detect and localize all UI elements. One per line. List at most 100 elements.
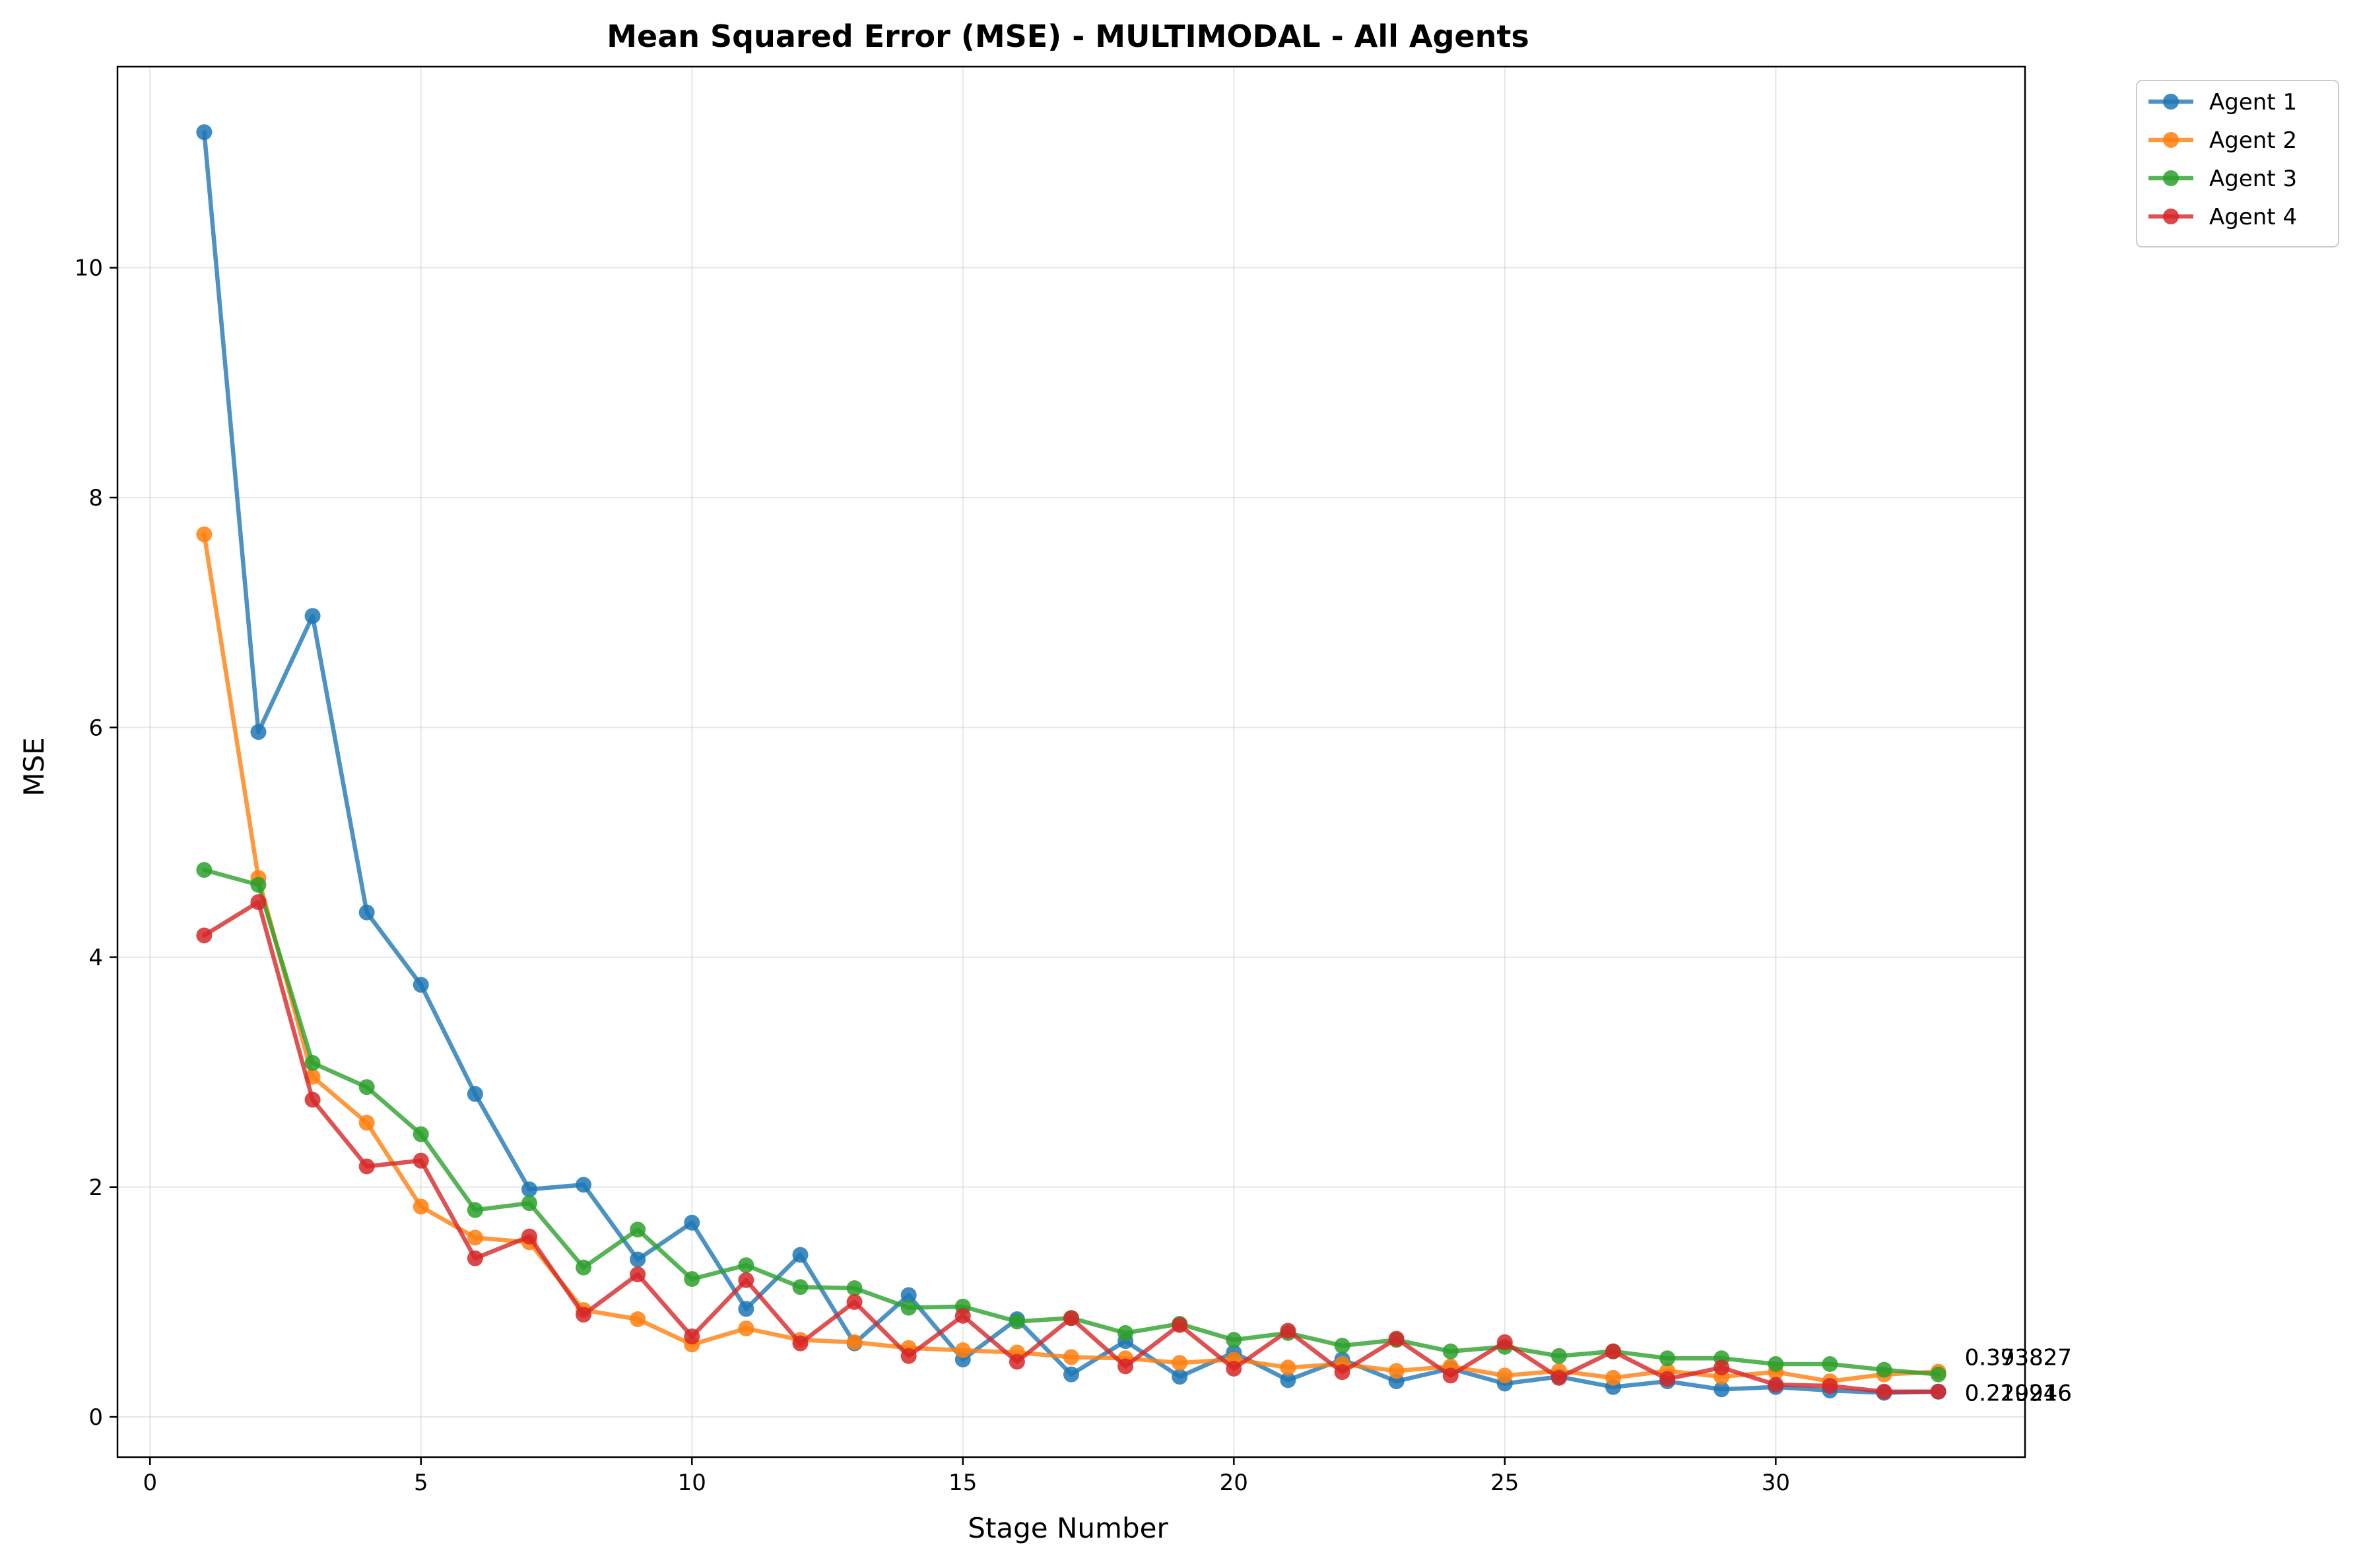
series-layer [196, 124, 1946, 1401]
y-tick-label: 10 [75, 255, 103, 282]
data-point [467, 1202, 483, 1218]
data-point [1117, 1358, 1134, 1375]
axes: 0 5 10 15 20 25 30 0 2 4 6 8 10 [75, 65, 2026, 1496]
y-tick-label: 8 [88, 485, 103, 511]
data-point [684, 1214, 700, 1231]
legend-label: Agent 4 [2209, 204, 2297, 230]
data-point [1713, 1359, 1730, 1376]
data-point [413, 977, 429, 993]
data-point [196, 927, 213, 944]
x-tick-label: 15 [948, 1470, 977, 1496]
legend-label: Agent 1 [2209, 89, 2297, 115]
data-point [1822, 1378, 1838, 1394]
chart-title: Mean Squared Error (MSE) - MULTIMODAL - … [607, 18, 1529, 54]
y-tick-label: 0 [88, 1404, 103, 1431]
data-point [196, 124, 213, 141]
data-point [1388, 1363, 1405, 1379]
data-point [521, 1228, 537, 1245]
data-point [521, 1195, 537, 1212]
data-point [250, 894, 267, 910]
data-point [738, 1257, 754, 1274]
data-point [1226, 1360, 1242, 1377]
data-point [738, 1320, 754, 1336]
data-point [1659, 1350, 1676, 1367]
series-4 [196, 894, 1946, 1400]
x-tick-label: 0 [143, 1470, 157, 1496]
x-tick-label: 30 [1762, 1470, 1790, 1496]
legend-item: Agent 3 [2148, 166, 2297, 192]
data-point [358, 1115, 375, 1131]
data-point [467, 1250, 483, 1266]
data-point [413, 1152, 429, 1169]
data-point [1713, 1381, 1730, 1398]
data-point [1172, 1355, 1188, 1371]
data-point [1172, 1317, 1188, 1333]
data-point [1768, 1377, 1784, 1393]
data-point [196, 862, 213, 878]
data-point [1550, 1348, 1567, 1364]
x-tick-label: 5 [414, 1470, 428, 1496]
legend-label: Agent 3 [2209, 166, 2297, 192]
legend-box [2136, 80, 2339, 247]
data-point [250, 876, 267, 893]
data-point [304, 1092, 321, 1108]
data-point [250, 724, 267, 740]
data-point [1659, 1371, 1676, 1387]
legend-label: Agent 2 [2209, 127, 2297, 154]
data-point [684, 1271, 700, 1288]
data-point [358, 1079, 375, 1095]
end-value-label: 0.220246 [1965, 1381, 2072, 1407]
end-value-label: 0.373827 [1965, 1345, 2072, 1371]
data-point [1768, 1356, 1784, 1372]
legend-item: Agent 1 [2148, 89, 2297, 115]
data-point [900, 1348, 917, 1364]
data-point [1334, 1364, 1350, 1381]
y-tick-label: 6 [88, 715, 103, 741]
legend-item: Agent 4 [2148, 204, 2297, 230]
data-point [1822, 1356, 1838, 1372]
data-point [1496, 1334, 1513, 1350]
data-point [1280, 1323, 1296, 1339]
data-point [684, 1328, 700, 1345]
data-point [413, 1198, 429, 1215]
legend-item: Agent 2 [2148, 127, 2297, 154]
data-point [792, 1279, 809, 1295]
data-point [1280, 1372, 1296, 1388]
data-point [630, 1251, 646, 1268]
data-point [358, 1158, 375, 1175]
legend-marker-swatch [2163, 94, 2179, 110]
end-value-label: 0.219916 [1965, 1381, 2072, 1407]
legend-marker-swatch [2163, 132, 2179, 148]
data-point [467, 1229, 483, 1246]
data-point [900, 1299, 917, 1316]
data-point [954, 1307, 971, 1324]
y-tick-label: 2 [88, 1175, 103, 1201]
data-point [1334, 1338, 1350, 1354]
data-point [1605, 1343, 1622, 1359]
data-point [630, 1222, 646, 1238]
data-point [576, 1307, 592, 1323]
data-point [1009, 1354, 1025, 1370]
data-point [1876, 1361, 1892, 1378]
data-point [1063, 1310, 1079, 1326]
data-point [738, 1272, 754, 1288]
legend-marker-swatch [2163, 170, 2179, 186]
data-point [846, 1293, 863, 1310]
data-point [1876, 1383, 1892, 1400]
data-point [900, 1287, 917, 1303]
data-point [630, 1311, 646, 1328]
data-point [1442, 1343, 1459, 1359]
data-point [196, 526, 213, 542]
data-point [954, 1342, 971, 1359]
data-point [1009, 1313, 1025, 1330]
x-tick-label: 10 [678, 1470, 706, 1496]
y-tick-label: 4 [88, 945, 103, 971]
x-tick-label: 25 [1490, 1470, 1519, 1496]
data-point [846, 1280, 863, 1297]
data-point [1930, 1383, 1946, 1400]
data-point [1226, 1332, 1242, 1348]
